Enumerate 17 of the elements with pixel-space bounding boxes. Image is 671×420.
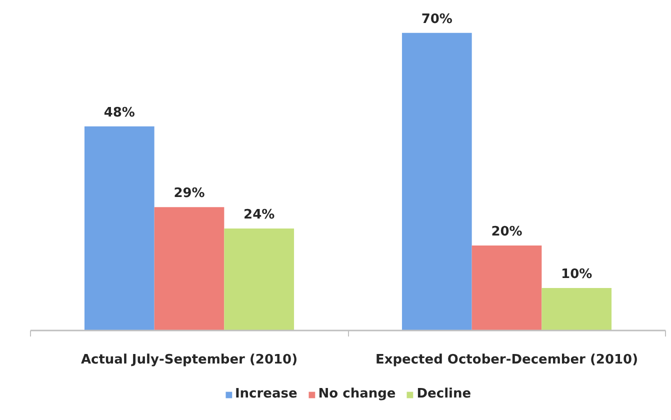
x-tick-label: Expected October-December (2010) — [375, 352, 638, 368]
bar — [402, 32, 472, 330]
data-label: 10% — [561, 266, 592, 282]
data-label: 48% — [104, 105, 135, 120]
legend-label: No change — [318, 386, 396, 402]
data-label: 70% — [421, 12, 452, 27]
x-tick-label: Actual July-September (2010) — [80, 352, 298, 368]
data-label: 20% — [491, 224, 522, 240]
bar — [154, 207, 224, 330]
bar — [472, 245, 542, 330]
bar — [542, 288, 612, 330]
data-label: 24% — [244, 207, 275, 222]
data-label: 29% — [174, 186, 205, 202]
bar — [84, 126, 154, 330]
bar — [224, 228, 294, 330]
legend-label: Increase — [234, 386, 298, 402]
legend-label: Decline — [416, 386, 472, 402]
